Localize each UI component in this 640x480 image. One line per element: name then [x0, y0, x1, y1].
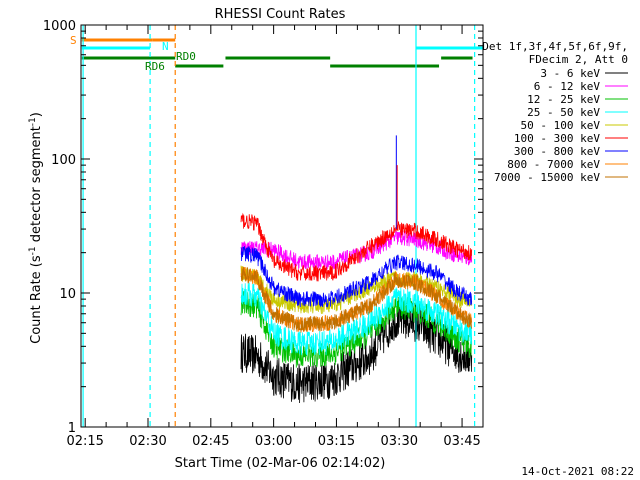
- y-axis-label-prefix: Count Rate (s: [29, 255, 44, 344]
- y-tick-label: 10: [59, 287, 76, 302]
- series-line: [240, 246, 473, 309]
- flag-label: N: [162, 40, 169, 53]
- legend-header-1: Det 1f,3f,4f,5f,6f,9f,: [482, 40, 628, 53]
- legend-entry-label: 50 - 100 keV: [521, 119, 601, 132]
- series-line: [240, 300, 473, 404]
- y-tick-label: 100: [51, 153, 76, 168]
- series-line: [240, 282, 473, 356]
- series-line: [240, 212, 473, 282]
- legend-entry-label: 3 - 6 keV: [540, 67, 600, 80]
- legend-header-2: FDecim 2, Att 0: [529, 53, 628, 66]
- plot-frame: [80, 24, 484, 428]
- x-tick-label: 02:30: [129, 434, 166, 449]
- x-axis-label: Start Time (02-Mar-06 02:14:02): [175, 456, 386, 471]
- y-tick-label: 1000: [43, 19, 76, 34]
- x-tick-label: 02:45: [192, 434, 229, 449]
- flag-label: RD0: [176, 50, 196, 63]
- y-axis-label: Count Rate (s-1 detector segment-1): [28, 112, 44, 344]
- legend-entry-label: 800 - 7000 keV: [507, 158, 600, 171]
- flag-label: S: [70, 34, 77, 47]
- legend-entry-label: 100 - 300 keV: [514, 132, 600, 145]
- legend-entry-label: 12 - 25 keV: [527, 93, 600, 106]
- x-tick-label: 03:30: [381, 434, 418, 449]
- legend: Det 1f,3f,4f,5f,6f,9f, FDecim 2, Att 0 3…: [482, 40, 628, 184]
- y-axis-label-sup1: -1: [28, 246, 38, 255]
- x-axis: 02:15 02:30 02:45 03:00 03:15 03:30 03:45: [66, 25, 484, 449]
- y-tick-label: 1: [68, 421, 76, 436]
- x-tick-label: 03:45: [443, 434, 480, 449]
- y-axis: 1 10 100 1000: [43, 19, 483, 436]
- legend-entry-label: 300 - 800 keV: [514, 145, 600, 158]
- x-tick-label: 03:00: [255, 434, 292, 449]
- x-tick-label: 02:15: [66, 434, 103, 449]
- footer-date: 14-Oct-2021 08:22: [521, 465, 634, 478]
- legend-entry-label: 25 - 50 keV: [527, 106, 600, 119]
- y-axis-label-suffix: ): [29, 112, 44, 117]
- chart-title: RHESSI Count Rates: [215, 7, 346, 22]
- flag-label: RD6: [145, 60, 165, 73]
- series-line: [240, 266, 473, 333]
- x-tick-label: 03:15: [318, 434, 355, 449]
- y-axis-label-mid: detector segment: [29, 126, 44, 246]
- plot-area: S N RD6 RD0: [70, 25, 483, 427]
- legend-entry-label: 6 - 12 keV: [534, 80, 601, 93]
- y-axis-label-sup2: -1: [28, 117, 38, 126]
- legend-entry-label: 7000 - 15000 keV: [494, 171, 600, 184]
